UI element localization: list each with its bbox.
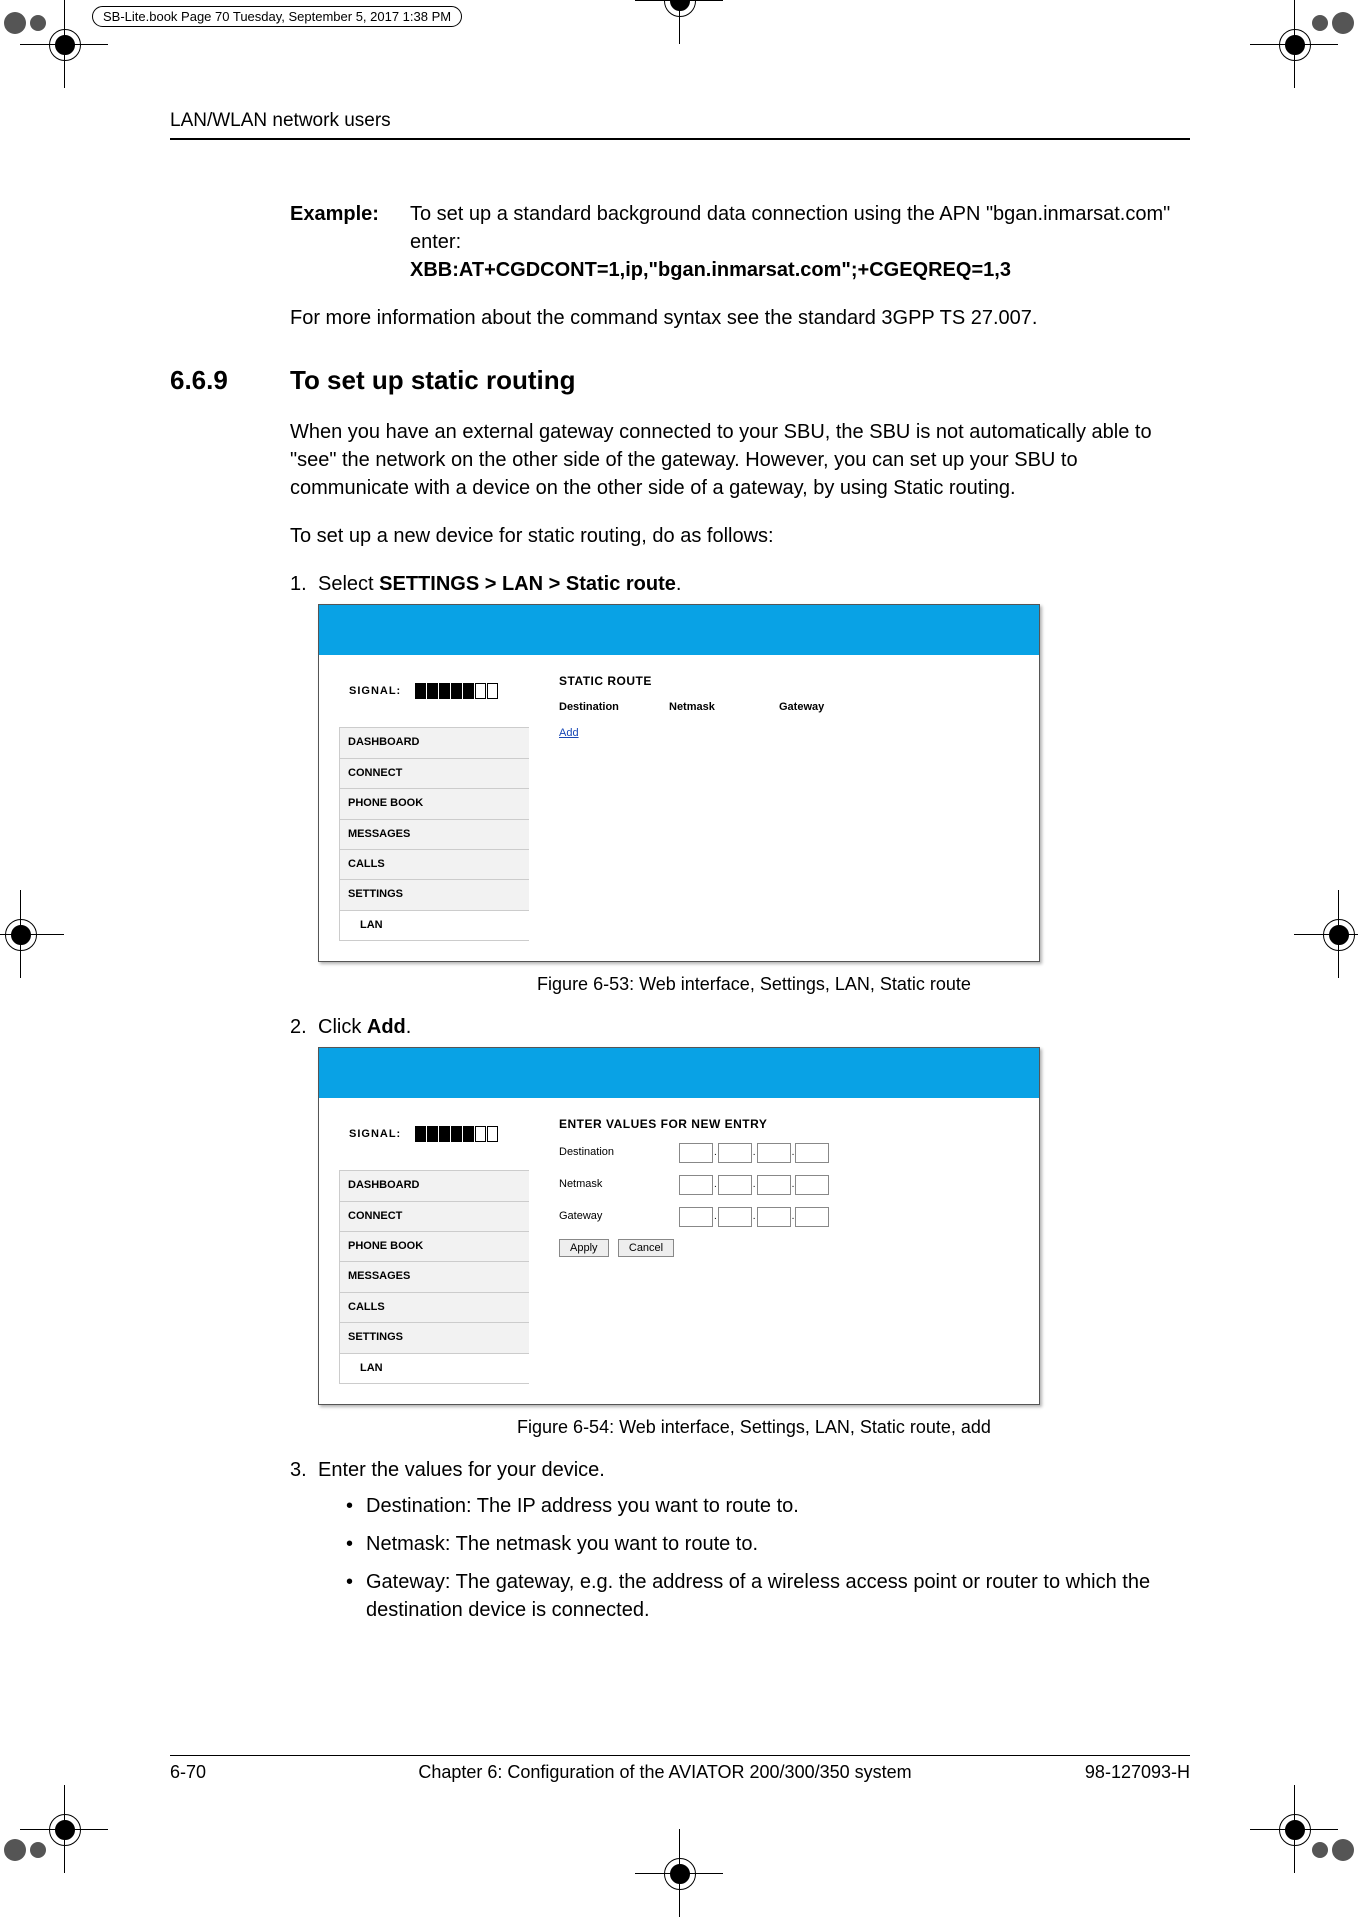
menu-calls[interactable]: CALLS	[340, 850, 529, 880]
screenshot-static-route-add: SIGNAL: DASHBOARD CONNECT PHONE BOOK	[318, 1047, 1040, 1405]
running-head: LAN/WLAN network users	[170, 110, 1190, 140]
bullet-netmask: Netmask: The netmask you want to route t…	[346, 1530, 1190, 1558]
menu-calls[interactable]: CALLS	[340, 1293, 529, 1323]
menu-phone-book[interactable]: PHONE BOOK	[340, 1232, 529, 1262]
signal-bars-icon	[415, 683, 498, 699]
section-title: To set up static routing	[290, 362, 576, 398]
menu-connect[interactable]: CONNECT	[340, 759, 529, 789]
menu-settings[interactable]: SETTINGS	[340, 1323, 529, 1353]
paragraph: For more information about the command s…	[290, 304, 1190, 332]
apply-button[interactable]: Apply	[559, 1239, 609, 1257]
menu-connect[interactable]: CONNECT	[340, 1202, 529, 1232]
page-number: 6-70	[170, 1762, 300, 1783]
label-gateway: Gateway	[559, 1209, 679, 1224]
bullet-destination: Destination: The IP address you want to …	[346, 1492, 1190, 1520]
menu-lan[interactable]: LAN	[340, 911, 529, 940]
example-command: XBB:AT+CGDCONT=1,ip,"bgan.inmarsat.com";…	[410, 259, 1011, 281]
gateway-input[interactable]: ...	[679, 1207, 829, 1227]
menu-dashboard[interactable]: DASHBOARD	[340, 728, 529, 758]
table-header: DestinationNetmaskGateway	[559, 700, 1019, 715]
label-destination: Destination	[559, 1145, 679, 1160]
signal-label: SIGNAL:	[349, 1127, 401, 1142]
crop-mark	[635, 1829, 723, 1917]
panel-title: STATIC ROUTE	[559, 673, 1019, 690]
signal-bars-icon	[415, 1126, 498, 1142]
figure-caption: Figure 6-54: Web interface, Settings, LA…	[318, 1415, 1190, 1440]
menu-phone-book[interactable]: PHONE BOOK	[340, 789, 529, 819]
destination-input[interactable]: ...	[679, 1143, 829, 1163]
example-label: Example:	[290, 200, 410, 284]
print-header: SB-Lite.book Page 70 Tuesday, September …	[92, 6, 462, 27]
registration-dots	[1312, 12, 1354, 34]
crop-mark	[1294, 890, 1358, 978]
figure-caption: Figure 6-53: Web interface, Settings, LA…	[318, 972, 1190, 997]
paragraph: To set up a new device for static routin…	[290, 522, 1190, 550]
menu-settings[interactable]: SETTINGS	[340, 880, 529, 910]
example-text: To set up a standard background data con…	[410, 200, 1190, 284]
nav-menu: DASHBOARD CONNECT PHONE BOOK MESSAGES CA…	[339, 1170, 529, 1384]
step-1: Select SETTINGS > LAN > Static route. SI…	[290, 570, 1190, 997]
registration-dots	[4, 1839, 46, 1861]
add-link[interactable]: Add	[559, 727, 579, 739]
label-netmask: Netmask	[559, 1177, 679, 1192]
step-2: Click Add. SIGNAL:	[290, 1013, 1190, 1440]
step-3: Enter the values for your device. Destin…	[290, 1456, 1190, 1624]
crop-mark	[0, 890, 64, 978]
bullet-gateway: Gateway: The gateway, e.g. the address o…	[346, 1568, 1190, 1624]
page-footer: 6-70 Chapter 6: Configuration of the AVI…	[170, 1755, 1190, 1783]
netmask-input[interactable]: ...	[679, 1175, 829, 1195]
nav-menu: DASHBOARD CONNECT PHONE BOOK MESSAGES CA…	[339, 727, 529, 941]
registration-dots	[4, 12, 46, 34]
crop-mark	[635, 0, 723, 44]
section-number: 6.6.9	[170, 362, 290, 398]
document-number: 98-127093-H	[1030, 1762, 1190, 1783]
screenshot-static-route: SIGNAL: DASHBOARD CONNECT PHONE BOOK	[318, 604, 1040, 962]
registration-dots	[1312, 1839, 1354, 1861]
panel-title: ENTER VALUES FOR NEW ENTRY	[559, 1116, 1019, 1133]
paragraph: When you have an external gateway connec…	[290, 418, 1190, 502]
chapter-title: Chapter 6: Configuration of the AVIATOR …	[300, 1762, 1030, 1783]
menu-messages[interactable]: MESSAGES	[340, 820, 529, 850]
menu-lan[interactable]: LAN	[340, 1354, 529, 1383]
menu-dashboard[interactable]: DASHBOARD	[340, 1171, 529, 1201]
cancel-button[interactable]: Cancel	[618, 1239, 674, 1257]
menu-messages[interactable]: MESSAGES	[340, 1262, 529, 1292]
signal-label: SIGNAL:	[349, 684, 401, 699]
